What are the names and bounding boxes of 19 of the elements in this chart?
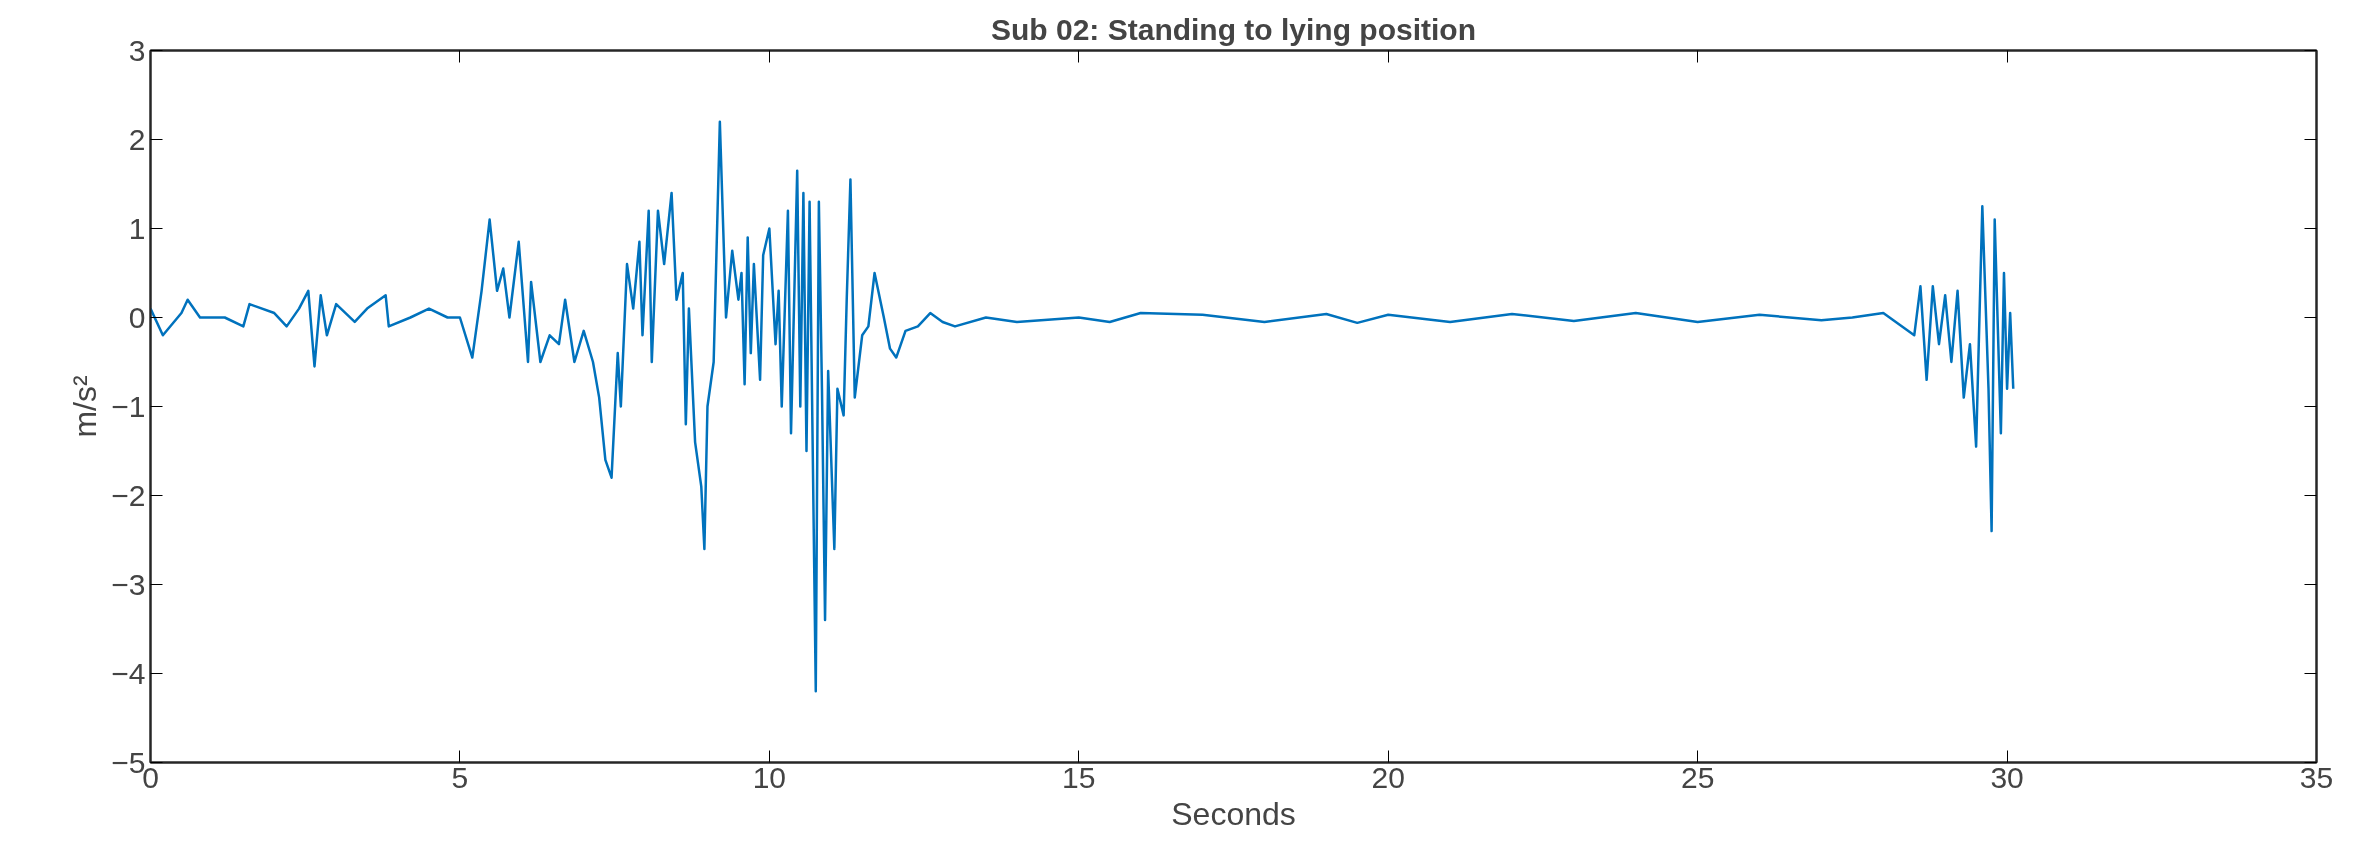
y-tick-label: 3 (128, 33, 146, 67)
x-tick-label: 10 (752, 760, 787, 794)
y-tick-label: −1 (111, 389, 146, 423)
x-tick-label: 5 (451, 760, 469, 794)
y-tick-label: 1 (128, 211, 146, 245)
y-tick-label: −4 (111, 656, 146, 690)
x-tick-label: 35 (2299, 760, 2334, 794)
y-tick-label: 2 (128, 122, 146, 156)
x-tick-label: 20 (1371, 760, 1405, 794)
chart-title: Sub 02: Standing to lying position (991, 12, 1476, 46)
y-tick-label: −3 (111, 567, 146, 601)
y-axis-title: m/s² (67, 375, 104, 438)
x-tick-label: 15 (1062, 760, 1096, 794)
x-tick-label: 25 (1680, 760, 1715, 794)
x-axis-title: Seconds (1171, 795, 1296, 832)
line-series (150, 120, 2015, 693)
x-tick-label: 30 (1990, 760, 2024, 794)
y-tick-label: −2 (111, 478, 146, 512)
y-tick-label: 0 (128, 300, 146, 334)
